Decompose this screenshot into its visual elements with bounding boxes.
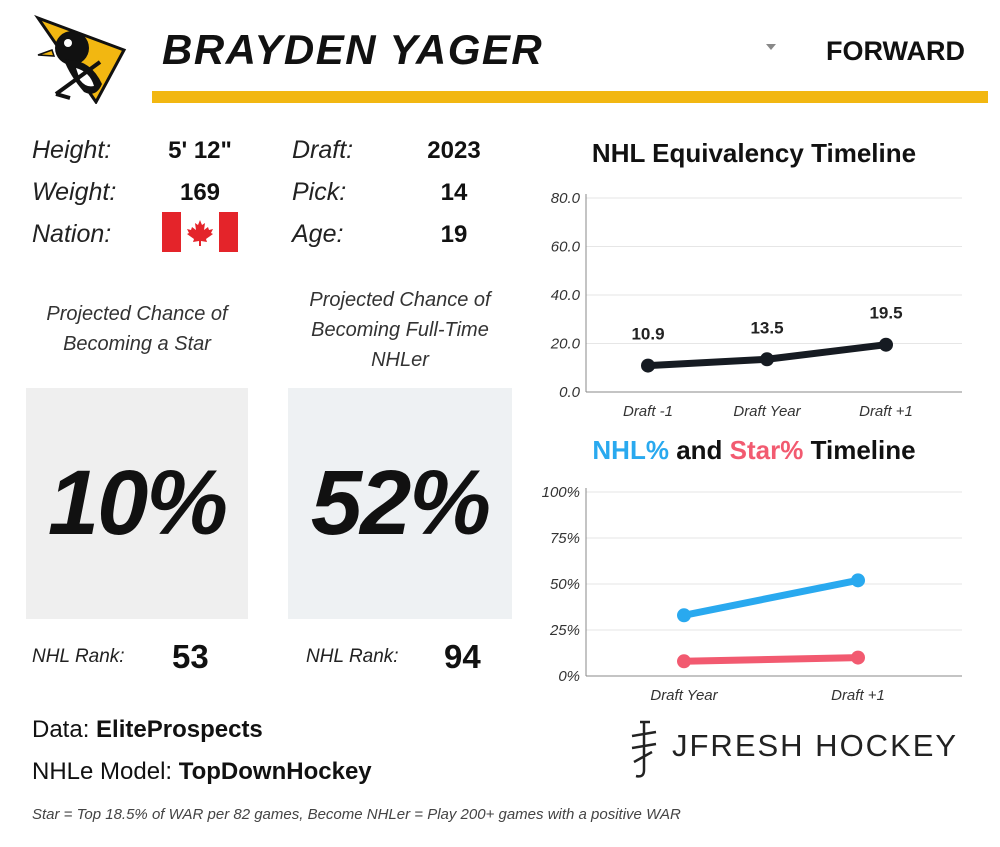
chevron-down-icon[interactable]: [766, 44, 776, 50]
penguins-logo: [34, 14, 127, 104]
jfresh-hockey-logo: [631, 720, 657, 778]
player-position[interactable]: FORWARD: [826, 36, 965, 66]
model-credit-label: NHLe Model:: [32, 758, 173, 785]
nhler-rank-label: NHL Rank:: [306, 646, 399, 667]
y-tick-label: 75%: [550, 530, 580, 547]
data-point: [641, 358, 655, 373]
x-tick-label: Draft +1: [859, 403, 913, 420]
nhler-chance-box: 52%: [288, 388, 512, 619]
brand-name: JFRESH HOCKEY: [672, 728, 959, 763]
nhl-percent-title-word: NHL%: [592, 435, 669, 465]
canada-flag-icon: [162, 212, 238, 252]
x-tick-label: Draft -1: [623, 403, 673, 420]
series-line-nhl: [680, 576, 862, 619]
timeline-title-word: Timeline: [803, 435, 916, 465]
y-tick-label: 50%: [550, 576, 580, 593]
star-rank-label: NHL Rank:: [32, 646, 125, 667]
nhl-star-chart-title: NHL% and Star% Timeline: [540, 435, 968, 466]
y-tick-label: 20.0: [550, 336, 581, 353]
pick-label: Pick:: [292, 178, 347, 206]
data-label: 10.9: [631, 325, 664, 344]
star-percent-title-word: Star%: [729, 435, 804, 465]
nhle-chart-title: NHL Equivalency Timeline: [591, 138, 917, 168]
star-rank-value: 53: [172, 638, 209, 675]
x-tick-label: Draft +1: [831, 687, 885, 704]
data-point: [677, 654, 691, 669]
y-tick-label: 100%: [542, 484, 580, 501]
pick-value: 14: [440, 179, 468, 206]
data-credit: Data: EliteProspects: [32, 716, 263, 744]
nhl-star-timeline-chart: 0% 25% 50% 75% 100% Draft Year Draft +1: [542, 484, 962, 704]
age-value: 19: [440, 221, 468, 248]
model-credit: NHLe Model: TopDownHockey: [32, 758, 372, 786]
x-tick-label: Draft Year: [650, 687, 718, 704]
height-label: Height:: [32, 136, 112, 164]
y-tick-label: 25%: [549, 622, 580, 639]
nhler-chance-value: 52%: [310, 452, 491, 554]
height-value: 5' 12": [168, 137, 232, 164]
data-label: 19.5: [869, 304, 902, 323]
y-tick-label: 0.0: [559, 384, 581, 401]
series-line-star: [680, 654, 862, 665]
star-chance-box: 10%: [26, 388, 248, 619]
draft-value: 2023: [427, 137, 481, 164]
data-point: [851, 650, 865, 665]
definitions-footnote: Star = Top 18.5% of WAR per 82 games, Be…: [32, 806, 681, 823]
y-tick-label: 80.0: [551, 190, 581, 207]
data-point: [760, 352, 774, 367]
y-tick-label: 60.0: [551, 239, 581, 256]
header-divider: [152, 91, 988, 103]
weight-value: 169: [179, 179, 221, 206]
model-credit-source: TopDownHockey: [178, 758, 372, 785]
star-chance-title: Projected Chance of Becoming a Star: [46, 303, 228, 355]
player-name: BRAYDEN YAGER: [162, 26, 544, 73]
star-chance-value: 10%: [47, 452, 228, 554]
draft-label: Draft:: [292, 136, 354, 164]
data-credit-source: EliteProspects: [96, 716, 263, 743]
nhler-chance-title: Projected Chance of Becoming Full-Time N…: [309, 289, 491, 371]
and-title-word: and: [668, 435, 730, 465]
data-point: [879, 337, 893, 352]
age-label: Age:: [292, 220, 344, 248]
y-tick-label: 40.0: [551, 287, 581, 304]
nhle-timeline-chart: 0.0 20.0 40.0 60.0 80.0 Draft -1 Draft Year Dra…: [550, 190, 962, 420]
nation-label: Nation:: [32, 220, 112, 248]
x-tick-label: Draft Year: [733, 403, 801, 420]
data-point: [677, 608, 691, 623]
nhler-rank-value: 94: [444, 638, 481, 675]
data-credit-label: Data:: [32, 716, 90, 743]
data-label: 13.5: [750, 318, 783, 337]
y-tick-label: 0%: [558, 668, 580, 685]
weight-label: Weight:: [32, 178, 117, 206]
data-point: [851, 573, 865, 588]
